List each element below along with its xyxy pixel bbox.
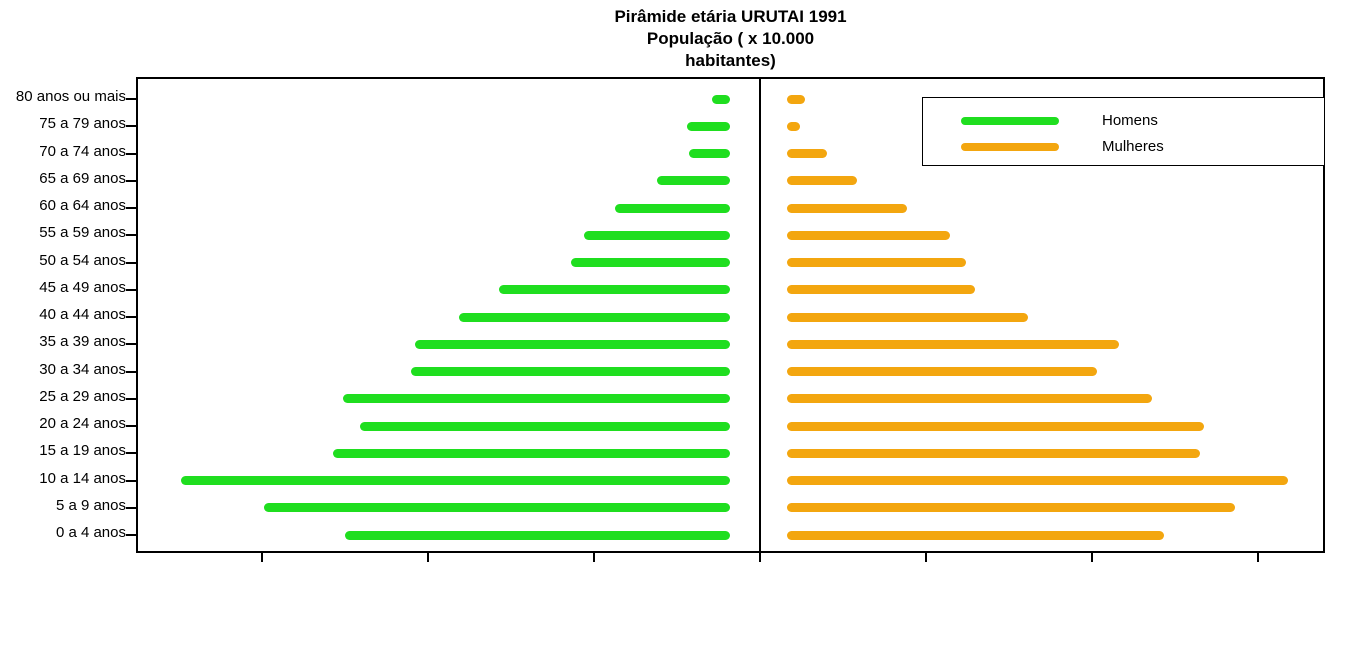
bar-mulheres — [787, 149, 827, 158]
bar-mulheres — [787, 94, 806, 104]
x-axis-tick — [925, 553, 927, 562]
age-group-label: 70 a 74 anos — [39, 142, 126, 160]
age-group-label: 55 a 59 anos — [39, 224, 126, 242]
y-axis-tick — [126, 125, 136, 128]
y-axis-tick — [126, 370, 136, 373]
age-group-label: 15 a 19 anos — [39, 442, 126, 460]
age-group-label: 30 a 34 anos — [39, 360, 126, 378]
chart-title-line3: habitantes) — [685, 51, 776, 70]
y-axis-tick — [126, 152, 136, 155]
y-axis-tick — [126, 479, 136, 482]
plot-area: Homens Mulheres — [126, 77, 1325, 562]
bar-mulheres — [787, 312, 1028, 322]
y-axis-tick — [126, 179, 136, 182]
bar-homens — [688, 149, 730, 158]
y-axis-tick — [126, 234, 136, 237]
bar-homens — [570, 258, 730, 267]
bar-homens — [343, 394, 730, 404]
bar-homens — [711, 94, 730, 104]
y-axis-tick — [126, 316, 136, 318]
bar-homens — [583, 230, 730, 240]
chart-title-line1: Pirâmide etária URUTAI 1991 — [614, 7, 847, 26]
bar-mulheres — [787, 258, 967, 267]
age-group-label: 50 a 54 anos — [39, 251, 126, 269]
y-axis-tick — [126, 98, 136, 100]
age-group-label: 60 a 64 anos — [39, 197, 126, 214]
bar-homens — [333, 448, 730, 458]
bar-homens — [359, 421, 730, 431]
age-group-label: 45 a 49 anos — [39, 278, 126, 296]
bar-mulheres — [787, 339, 1119, 349]
bar-homens — [344, 530, 730, 540]
bar-mulheres — [787, 394, 1153, 404]
y-axis-tick — [126, 452, 136, 455]
bar-homens — [180, 476, 730, 485]
x-axis-tick — [427, 553, 429, 562]
y-axis-tick — [126, 397, 136, 400]
bar-mulheres — [787, 121, 801, 131]
bar-homens — [263, 503, 730, 513]
chart-title-line2: População ( x 10.000 — [646, 29, 815, 48]
bar-mulheres — [787, 176, 857, 186]
y-axis-tick — [126, 534, 136, 536]
chart-title: Pirâmide etária URUTAI 1991 População ( … — [136, 6, 1325, 72]
legend-box: Homens Mulheres — [922, 97, 1325, 166]
age-group-label: 80 anos ou mais — [15, 88, 126, 105]
age-group-label: 40 a 44 anos — [39, 306, 126, 323]
bar-homens — [459, 312, 730, 322]
bar-mulheres — [787, 230, 950, 240]
legend-swatch-homens — [961, 117, 1059, 125]
y-axis-tick — [126, 207, 136, 209]
x-axis-tick — [1257, 553, 1259, 562]
bar-homens — [686, 121, 730, 131]
bar-homens — [414, 339, 730, 349]
bar-mulheres — [787, 285, 975, 295]
bar-mulheres — [787, 448, 1201, 458]
age-group-label: 0 a 4 anos — [55, 524, 126, 541]
age-group-label: 10 a 14 anos — [39, 469, 126, 487]
age-group-label: 20 a 24 anos — [39, 415, 126, 432]
x-axis-tick — [261, 553, 263, 562]
bar-homens — [411, 367, 730, 376]
x-axis-tick — [759, 553, 761, 562]
age-group-label: 65 a 69 anos — [39, 169, 126, 187]
age-group-label: 35 a 39 anos — [39, 333, 126, 351]
age-group-label: 5 a 9 anos — [55, 496, 126, 514]
bar-homens — [499, 285, 730, 295]
bar-mulheres — [787, 203, 907, 213]
bar-mulheres — [787, 530, 1164, 540]
age-group-label: 75 a 79 anos — [39, 115, 126, 133]
legend-label-homens: Homens — [1102, 112, 1158, 129]
bar-homens — [656, 176, 730, 186]
legend-label-mulheres: Mulheres — [1102, 138, 1164, 155]
y-axis-tick — [126, 261, 136, 264]
x-axis-tick — [593, 553, 595, 562]
center-axis-line — [759, 79, 761, 551]
y-axis-tick — [126, 343, 136, 346]
y-axis-tick — [126, 288, 136, 291]
y-axis-tick — [126, 425, 136, 427]
bar-mulheres — [787, 476, 1289, 485]
bar-mulheres — [787, 503, 1236, 513]
age-group-label: 25 a 29 anos — [39, 387, 126, 405]
bar-mulheres — [787, 421, 1204, 431]
bar-homens — [615, 203, 730, 213]
x-axis-tick — [1091, 553, 1093, 562]
legend-swatch-mulheres — [961, 143, 1059, 151]
y-axis-tick — [126, 506, 136, 509]
bar-mulheres — [787, 367, 1098, 376]
